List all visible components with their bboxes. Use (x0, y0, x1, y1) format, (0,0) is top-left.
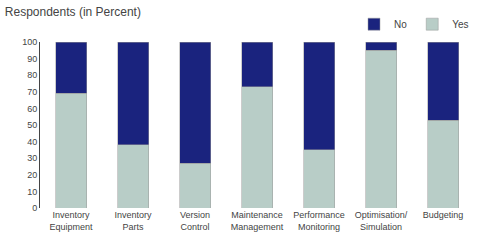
svg-text:70: 70 (27, 87, 37, 97)
svg-text:Yes: Yes (452, 19, 468, 30)
svg-text:No: No (394, 19, 407, 30)
svg-text:10: 10 (27, 187, 37, 197)
svg-text:Respondents (in Percent): Respondents (in Percent) (5, 5, 141, 19)
svg-text:PerformanceMonitoring: PerformanceMonitoring (293, 210, 345, 232)
svg-text:Budgeting: Budgeting (423, 210, 464, 220)
svg-text:InventoryParts: InventoryParts (114, 210, 152, 232)
svg-text:90: 90 (27, 54, 37, 64)
svg-text:0: 0 (32, 203, 37, 213)
svg-text:20: 20 (27, 170, 37, 180)
svg-text:Optimisation/Simulation: Optimisation/Simulation (355, 210, 408, 232)
svg-text:40: 40 (27, 137, 37, 147)
svg-text:80: 80 (27, 70, 37, 80)
svg-text:100: 100 (22, 37, 37, 47)
svg-text:50: 50 (27, 120, 37, 130)
svg-text:InventoryEquipment: InventoryEquipment (49, 210, 93, 232)
svg-text:MaintenanceManagement: MaintenanceManagement (231, 210, 284, 232)
svg-text:60: 60 (27, 104, 37, 114)
svg-text:VersionControl: VersionControl (180, 210, 210, 232)
svg-text:30: 30 (27, 153, 37, 163)
